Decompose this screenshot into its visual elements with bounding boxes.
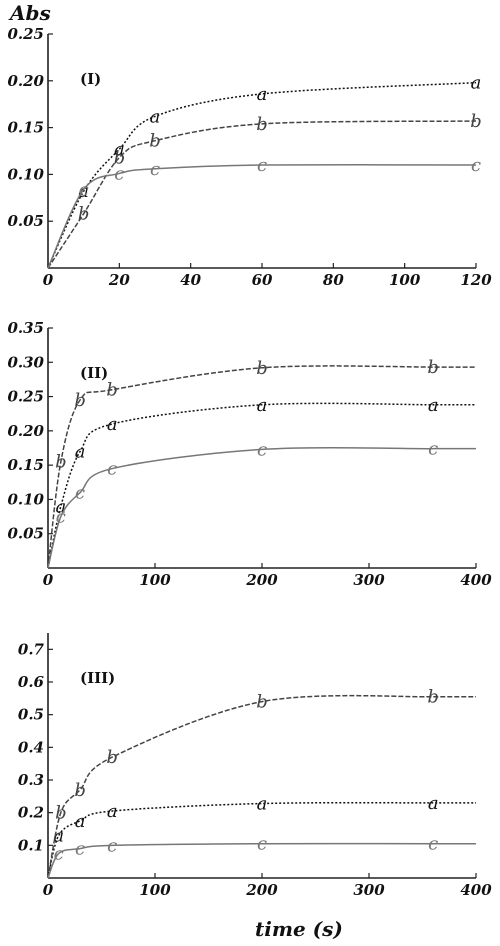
panel-label: (I): [80, 70, 101, 88]
series-line-a: [47, 801, 476, 879]
series-marker-a: a: [53, 826, 64, 847]
y-tick-label: 0.25: [7, 388, 44, 406]
series-marker-c: c: [257, 439, 267, 460]
series-marker-c: c: [75, 483, 85, 504]
x-tick-label: 120: [460, 271, 492, 289]
series-marker-a: a: [428, 793, 439, 814]
series-marker-c: c: [257, 834, 267, 855]
x-tick-label: 200: [245, 571, 278, 589]
series-marker-b: b: [256, 114, 268, 135]
y-tick-label: 0.25: [7, 25, 44, 43]
series-marker-b: b: [114, 148, 126, 169]
x-tick-label: 200: [245, 881, 278, 899]
series-marker-c: c: [428, 439, 438, 460]
x-tick-label: 300: [353, 571, 385, 589]
series-marker-c: c: [107, 835, 117, 856]
y-tick-label: 0.5: [18, 706, 44, 724]
x-tick-label: 60: [252, 271, 273, 289]
y-tick-label: 0.05: [7, 525, 44, 543]
x-tick-label: 400: [460, 881, 492, 899]
series-marker-a: a: [257, 794, 268, 815]
series-line-c: [47, 164, 477, 269]
series-marker-a: a: [471, 73, 482, 94]
series-marker-b: b: [470, 111, 482, 132]
series-marker-c: c: [257, 155, 267, 176]
series-marker-a: a: [107, 801, 118, 822]
x-tick-label: 0: [43, 571, 54, 589]
series-marker-a: a: [428, 395, 439, 416]
series-marker-b: b: [149, 131, 161, 152]
series-marker-a: a: [114, 139, 125, 160]
series-marker-c: c: [107, 459, 117, 480]
y-tick-label: 0.10: [7, 490, 44, 508]
series-marker-c: c: [471, 155, 481, 176]
y-tick-label: 0.20: [7, 422, 44, 440]
series-marker-c: c: [56, 507, 66, 528]
series-marker-a: a: [257, 84, 268, 105]
series-marker-b: b: [55, 803, 67, 824]
y-tick-label: 0.1: [18, 836, 44, 854]
series-line-a: [47, 81, 477, 269]
series-marker-b: b: [256, 692, 268, 713]
series-marker-b: b: [106, 380, 118, 401]
y-tick-label: 0.4: [18, 738, 44, 756]
y-axis-label: Abs: [8, 1, 51, 25]
x-tick-label: 100: [139, 571, 171, 589]
series-marker-b: b: [74, 780, 86, 801]
series-marker-c: c: [54, 844, 64, 865]
y-tick-label: 0.35: [7, 319, 44, 337]
series-marker-c: c: [79, 179, 89, 200]
series-marker-c: c: [428, 834, 438, 855]
x-tick-label: 40: [180, 271, 201, 289]
series-marker-a: a: [75, 441, 86, 462]
series-line-c: [47, 842, 476, 879]
series-marker-a: a: [257, 395, 268, 416]
y-tick-label: 0.6: [18, 673, 45, 691]
series-line-b: [47, 694, 476, 879]
x-tick-label: 20: [108, 271, 130, 289]
series-line-c: [47, 446, 476, 569]
series-marker-c: c: [150, 159, 160, 180]
series-marker-a: a: [75, 811, 86, 832]
series-marker-a: a: [78, 181, 89, 202]
panel-2: 0.05 0.10 0.15 0.20 0.25 0.30 0.35 0 100 200 300 40…: [7, 319, 492, 589]
panel-1: 0.05 0.10 0.15 0.20 0.25 0 20 40 60 80 100 120 (I) a a…: [7, 25, 492, 289]
series-marker-b: b: [74, 390, 86, 411]
x-axis-label: time (s): [255, 917, 343, 941]
series-marker-b: b: [55, 452, 67, 473]
series-marker-a: a: [150, 106, 161, 127]
series-line-b: [47, 365, 476, 569]
y-tick-label: 0.3: [18, 771, 44, 789]
series-marker-b: b: [427, 687, 439, 708]
y-tick-label: 0.05: [7, 212, 44, 230]
panel-3: 0.1 0.2 0.3 0.4 0.5 0.6 0.7 0 100 200 300 400 (III) a…: [18, 633, 492, 899]
x-tick-label: 0: [43, 271, 54, 289]
panel-label: (II): [80, 364, 108, 382]
series-marker-b: b: [256, 358, 268, 379]
y-tick-label: 0.20: [7, 72, 44, 90]
series-marker-b: b: [106, 747, 118, 768]
panel-label: (III): [80, 669, 115, 687]
y-tick-label: 0.10: [7, 165, 44, 183]
x-tick-label: 100: [139, 881, 171, 899]
series-marker-b: b: [78, 204, 90, 225]
y-tick-label: 0.7: [18, 640, 45, 658]
x-tick-label: 400: [460, 571, 492, 589]
x-tick-label: 80: [323, 271, 344, 289]
series-line-b: [47, 120, 477, 269]
series-marker-a: a: [107, 414, 118, 435]
y-tick-label: 0.30: [7, 353, 44, 371]
x-tick-label: 300: [353, 881, 385, 899]
y-tick-label: 0.15: [7, 456, 44, 474]
x-tick-label: 100: [389, 271, 421, 289]
series-marker-a: a: [55, 496, 66, 517]
series-marker-b: b: [427, 357, 439, 378]
series-marker-c: c: [114, 163, 124, 184]
x-tick-label: 0: [43, 881, 54, 899]
y-tick-label: 0.2: [18, 804, 44, 822]
series-marker-c: c: [75, 839, 85, 860]
y-tick-label: 0.15: [7, 119, 44, 137]
series-line-a: [47, 402, 476, 569]
